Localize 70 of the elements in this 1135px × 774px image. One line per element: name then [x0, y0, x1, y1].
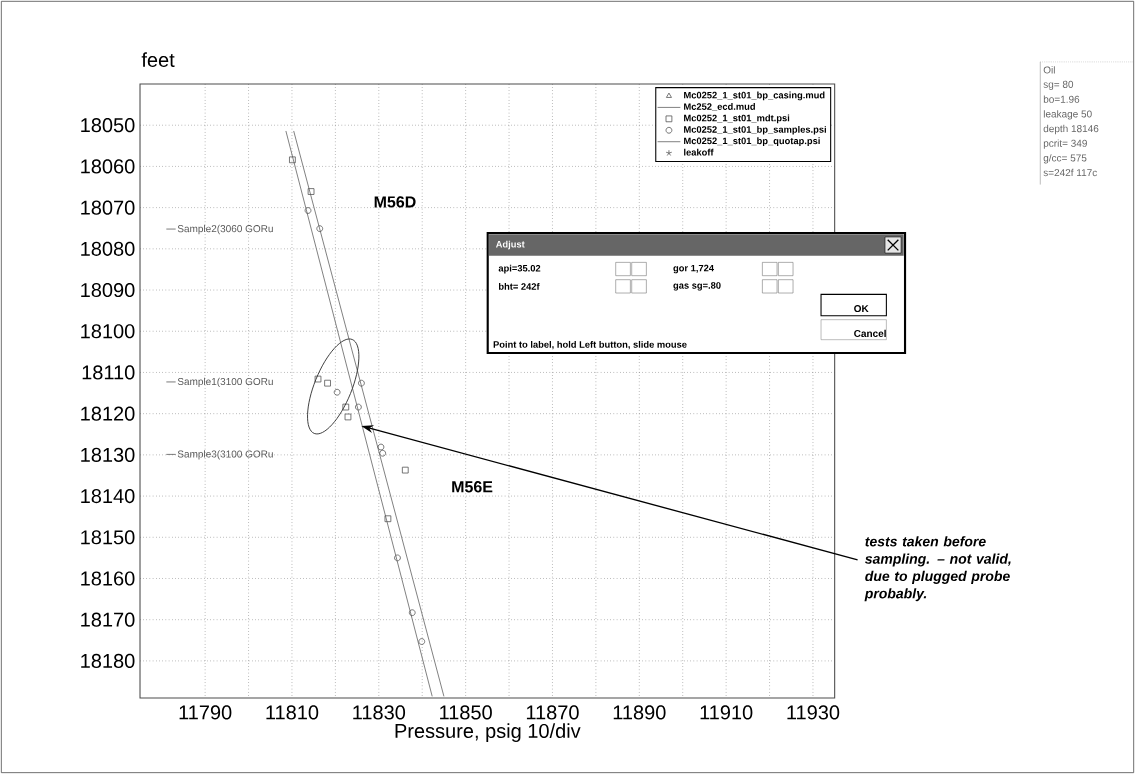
annotation: M56E: [452, 481, 493, 493]
x-tick-label: 11870: [526, 705, 579, 720]
text: Cancel: [854, 329, 886, 338]
point: [408, 609, 416, 617]
annotation: Point to label, hold Left button, slide mouse: [493, 340, 687, 350]
y-tick-label: 18120: [81, 406, 135, 421]
point: [377, 443, 385, 451]
point: [358, 379, 365, 387]
text: depth 18146: [1043, 124, 1099, 135]
y-tick-label: 18170: [81, 612, 135, 627]
legend-label: Mc0252_1_st01_bp_casing.mud: [684, 91, 825, 101]
y-tick-label: 18110: [82, 365, 135, 380]
x-tick-label: 11890: [613, 705, 666, 720]
text: s=242f 117c: [1043, 168, 1097, 177]
x-axis-title: Pressure, psig 10/div: [395, 723, 581, 742]
point: [289, 156, 296, 164]
legend-label: Mc0252_1_st01_bp_quotap.psi: [684, 137, 820, 147]
point: [324, 379, 331, 387]
legend-label: Mc0252_1_st01_bp_samples.psi: [684, 125, 826, 135]
annotation: bht= 242f: [498, 282, 540, 290]
y-tick-label: 18050: [81, 118, 135, 133]
point: [314, 375, 322, 383]
annotation: api=35.02: [498, 264, 541, 274]
point: [394, 554, 401, 562]
x-tick-label: 11830: [353, 705, 406, 720]
annotation: gas sg=.80: [673, 282, 721, 291]
point: [307, 188, 315, 195]
y-tick-label: 18150: [81, 530, 135, 545]
annotation: Sample1(3100 GORu: [177, 377, 273, 388]
annotation: Sample2(3060 GORu: [177, 224, 273, 235]
text: sg= 80: [1043, 80, 1074, 90]
point: [342, 403, 350, 411]
annotation: M56D: [374, 196, 416, 208]
y-tick-label: 18130: [81, 447, 135, 462]
y-tick-label: 18080: [81, 241, 135, 256]
legend-label: Mc252_ecd.mud: [684, 103, 755, 111]
annotation: gor 1,724: [673, 264, 714, 274]
point: [355, 403, 362, 411]
legend-label: leakoff: [684, 148, 714, 156]
point: [333, 388, 341, 396]
point: [418, 638, 426, 645]
x-tick-label: 11930: [787, 705, 840, 720]
point: [344, 413, 352, 421]
x-tick-label: 11910: [700, 705, 753, 720]
text: Oil: [1043, 66, 1055, 74]
point: [379, 449, 387, 457]
y-tick-label: 18070: [81, 200, 135, 215]
point: [401, 466, 409, 474]
text: pcrit= 349: [1043, 139, 1087, 149]
annotation: Sample3(3100 GORu: [177, 450, 273, 460]
legend-label: Mc0252_1_st01_mdt.psi: [684, 114, 790, 124]
annotation: tests taken before sampling. – not valid, due to plugged probe probably.: [864, 536, 1011, 602]
text: g/cc= 575: [1043, 154, 1087, 164]
y-tick-label: 18140: [81, 488, 135, 504]
x-tick-label: 11790: [179, 705, 232, 720]
point: [316, 225, 324, 232]
text: OK: [854, 305, 869, 313]
y-tick-label: 18160: [81, 571, 135, 586]
x-tick-label: 11810: [266, 705, 319, 720]
x-tick-label: 11850: [440, 705, 492, 720]
y-tick-label: 18180: [81, 653, 135, 668]
point: [304, 207, 312, 214]
text: bo=1.96: [1043, 95, 1080, 103]
point: [384, 515, 392, 523]
y-tick-label: 18060: [81, 159, 135, 174]
y-tick-label: 18100: [81, 324, 135, 339]
y-tick-label: 18090: [81, 282, 135, 298]
text: leakage 50: [1043, 110, 1092, 120]
annotation: Adjust: [495, 240, 525, 250]
y-axis-title: feet: [141, 52, 175, 67]
